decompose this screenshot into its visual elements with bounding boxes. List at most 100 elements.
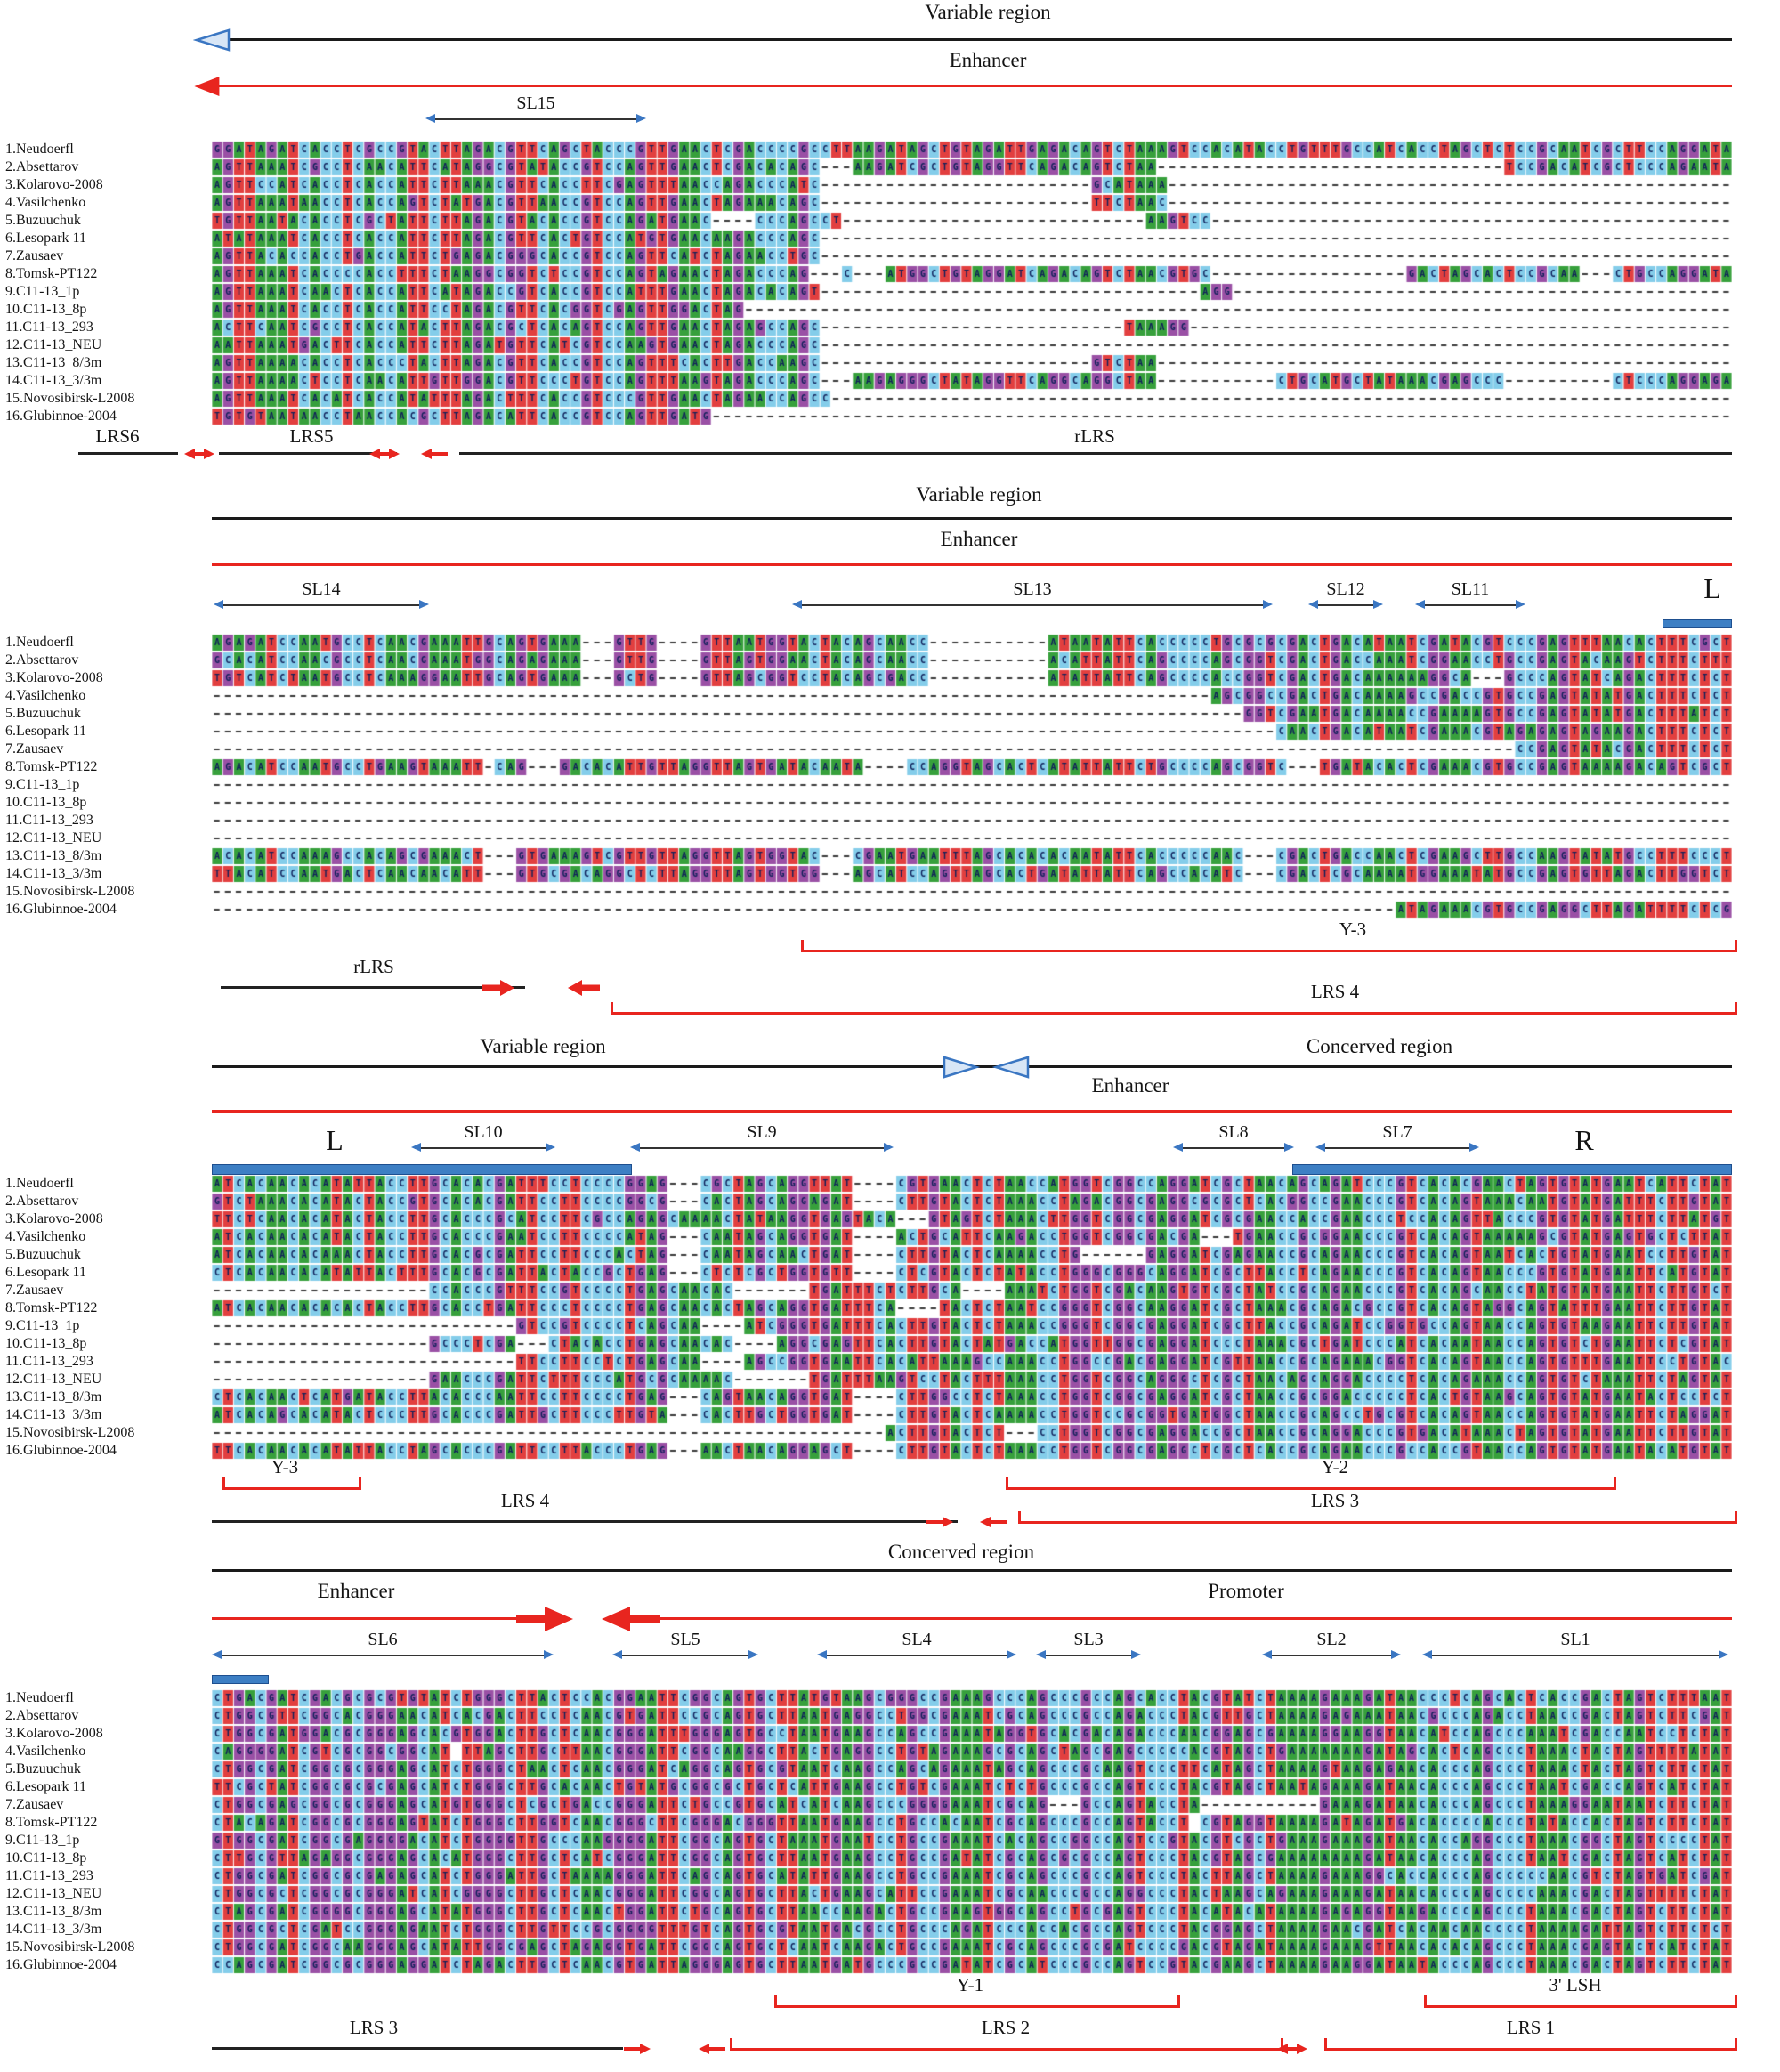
arrowhead-right-icon [1516, 600, 1525, 609]
arrowhead-right-icon [1391, 1650, 1401, 1659]
arrowhead-right-icon [546, 1143, 555, 1152]
open-arrowhead-icon [943, 1056, 980, 1079]
sequence-names: 1.Neudoerfl 2.Absettarov 3.Kolarovo-2008 4.… [0, 1689, 212, 1974]
label-3-lsh: 3' LSH [1549, 1974, 1602, 1995]
sl14-label: SL14 [302, 579, 341, 599]
bracket-lrs-4 [611, 1002, 1737, 1015]
red-arrow-icon [184, 444, 214, 464]
sequence-name: 2.Absettarov [5, 1194, 79, 1209]
sl4-label: SL4 [902, 1630, 932, 1649]
annotation-line [221, 986, 525, 989]
sequence-names: 1.Neudoerfl 2.Absettarov 3.Kolarovo-2008 4.… [0, 141, 212, 425]
alignment-block: 1.Neudoerfl 2.Absettarov 3.Kolarovo-2008 4.… [0, 1689, 1780, 1974]
sequence-name: 7.Zausaev [5, 741, 64, 757]
sequence-name: 1.Neudoerfl [5, 142, 74, 157]
sequence-name: 16.Glubinnoe-2004 [5, 902, 117, 917]
arrowhead-right-icon [1284, 1143, 1294, 1152]
domain-bar [212, 1164, 632, 1175]
sequence-name: 11.C11-13_293 [5, 320, 93, 335]
label-y-1: Y-1 [956, 1974, 984, 1995]
label-y-3: Y-3 [1339, 919, 1367, 940]
sequence-name: 13.C11-13_8/3m [5, 355, 102, 370]
alignment-grid [212, 1689, 1732, 1974]
panel-2-bottom-annotations: Y-3 rLRS LRS 4 [0, 919, 1780, 1034]
sequence-name: 13.C11-13_8/3m [5, 848, 102, 863]
arrowhead-left-icon [1415, 600, 1425, 609]
sequence-name: 9.C11-13_1p [5, 1318, 80, 1333]
sequence-name: 9.C11-13_1p [5, 1833, 80, 1848]
red-region-line [212, 1110, 1732, 1113]
alignment-block: 1.Neudoerfl 2.Absettarov 3.Kolarovo-2008 4.… [0, 634, 1780, 919]
red-arrow-icon [568, 978, 600, 998]
arrowhead-left-icon [411, 1143, 421, 1152]
red-region-line [212, 1617, 566, 1620]
arrowhead-left-icon [1422, 1650, 1432, 1659]
label-variable-region: Variable region [480, 1035, 606, 1057]
sequence-name: 15.Novosibirsk-L2008 [5, 884, 135, 899]
arrowhead-right-icon [1007, 1650, 1016, 1659]
sequence-name: 12.C11-13_NEU [5, 1886, 102, 1901]
sl6-label: SL6 [368, 1630, 398, 1649]
alignment-grid [212, 1175, 1732, 1460]
label-y-2: Y-2 [1321, 1456, 1349, 1477]
sequence-name: 1.Neudoerfl [5, 1176, 74, 1191]
arrowhead-right-icon [1469, 1143, 1479, 1152]
sequence-name: 5.Buzuuchuk [5, 213, 81, 228]
sl8-label: SL8 [1218, 1122, 1249, 1142]
thick-red-arrowhead-icon [602, 1607, 630, 1631]
sequence-name: 5.Buzuuchuk [5, 706, 81, 721]
alignment-block: 1.Neudoerfl 2.Absettarov 3.Kolarovo-2008 4.… [0, 141, 1780, 425]
label-variable-region: Variable region [925, 1, 1051, 23]
sequence-name: 15.Novosibirsk-L2008 [5, 391, 135, 406]
panel-3-bottom-annotations: Y-3 Y-2 LRS 4 LRS 3 [0, 1456, 1780, 1540]
open-arrowhead-icon [992, 1056, 1030, 1079]
sequence-name: 8.Tomsk-PT122 [5, 266, 98, 281]
alignment-block: 1.Neudoerfl 2.Absettarov 3.Kolarovo-2008 4.… [0, 1175, 1780, 1460]
label-lrs-4: LRS 4 [1310, 981, 1360, 1002]
panel-4: Concerved region Enhancer Promoter SL6 SL5 SL… [0, 1540, 1780, 2072]
sequence-name: 5.Buzuuchuk [5, 1761, 81, 1777]
sequence-name: 3.Kolarovo-2008 [5, 1726, 103, 1741]
sl3-label: SL3 [1073, 1630, 1104, 1649]
label-lrs-4: LRS 4 [500, 1490, 550, 1511]
red-arrow-icon [369, 444, 400, 464]
sequence-name: 3.Kolarovo-2008 [5, 1211, 103, 1226]
label-lrs-1: LRS 1 [1506, 2017, 1556, 2038]
red-arrow-icon [980, 1512, 1007, 1532]
label-lrs-3: LRS 3 [349, 2017, 399, 2038]
label-enhancer: Enhancer [1091, 1074, 1169, 1097]
sequence-name: 14.C11-13_3/3m [5, 866, 102, 881]
bracket-lrs-3 [1018, 1511, 1737, 1524]
arrowhead-right-icon [884, 1143, 894, 1152]
sequence-name: 1.Neudoerfl [5, 635, 74, 650]
sequence-name: 4.Vasilchenko [5, 195, 86, 210]
bracket-y-3 [801, 940, 1737, 952]
label-enhancer: Enhancer [317, 1580, 395, 1602]
arrowhead-left-icon [425, 114, 435, 123]
sequence-name: 8.Tomsk-PT122 [5, 1815, 98, 1830]
sl5-label: SL5 [670, 1630, 700, 1649]
sequence-name: 13.C11-13_8/3m [5, 1904, 102, 1919]
sequence-name: 4.Vasilchenko [5, 1229, 86, 1244]
sl10-label: SL10 [464, 1122, 503, 1142]
panel-1-top-annotations: Variable region Enhancer SL15 [0, 0, 1780, 141]
sl13-label: SL13 [1013, 579, 1052, 599]
bracket-y-1 [774, 1995, 1180, 2008]
sequence-name: 2.Absettarov [5, 652, 79, 668]
arrowhead-left-icon [214, 600, 223, 609]
label-promoter: Promoter [1208, 1580, 1284, 1602]
annotation-line [459, 452, 1732, 455]
sl9-label: SL9 [747, 1122, 777, 1142]
sequence-name: 13.C11-13_8/3m [5, 1389, 102, 1404]
label-variable-region: Variable region [916, 483, 1042, 506]
panel-4-bottom-annotations: Y-1 3' LSH LRS 3 LRS 2 LRS 1 [0, 1974, 1780, 2072]
sequence-name: 11.C11-13_293 [5, 813, 93, 828]
red-arrow-icon [624, 2039, 651, 2059]
panel-3: Variable region Concerved region Enhancer S… [0, 1034, 1780, 1540]
sequence-name: 16.Glubinnoe-2004 [5, 409, 117, 424]
label-rlrs: rLRS [1074, 425, 1115, 447]
label-concerved-region: Concerved region [1306, 1035, 1453, 1057]
arrowhead-left-icon [817, 1650, 827, 1659]
label-lrs-3: LRS 3 [1310, 1490, 1360, 1511]
alignment-grid [212, 141, 1732, 425]
